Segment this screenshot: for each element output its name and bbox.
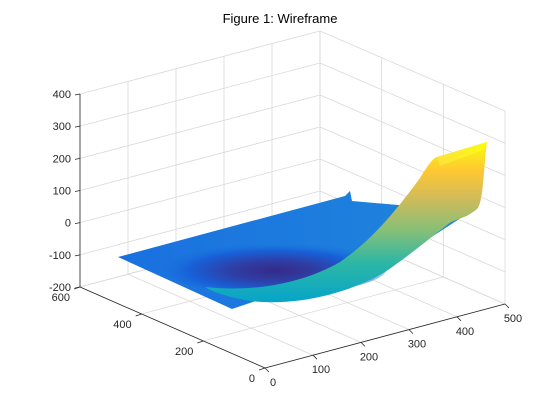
grid-line-y — [203, 276, 444, 342]
x-tick-label: 200 — [360, 351, 378, 363]
grid-line-z — [79, 62, 321, 127]
y-tick-label: 600 — [52, 292, 70, 304]
axes-box — [73, 30, 510, 373]
x-tick-mark — [264, 367, 270, 373]
z-tick-mark — [74, 93, 81, 96]
grid-line-z — [319, 30, 506, 112]
z-tick-label: 0 — [65, 218, 71, 230]
y-axis-line — [79, 286, 266, 369]
x-tick-label: 0 — [270, 377, 276, 389]
z-tick-label: 300 — [53, 121, 71, 133]
x-tick-label: 100 — [312, 364, 330, 376]
grid-line-z — [319, 62, 506, 144]
y-tick-mark — [73, 286, 81, 290]
z-tick-mark — [74, 190, 81, 192]
z-tick-label: -100 — [49, 250, 71, 262]
x-tick-mark — [312, 354, 318, 360]
y-tick-mark — [258, 367, 266, 371]
grid-line-z — [79, 94, 321, 159]
z-tick-label: -200 — [49, 282, 71, 294]
grid-line-z — [79, 126, 321, 191]
x-tick-mark — [360, 342, 366, 347]
axis-lines — [73, 93, 510, 373]
z-axis-ticks: -200 -100 0 100 200 300 400 — [49, 89, 71, 294]
z-tick-mark — [74, 222, 81, 225]
grid-line-z — [79, 158, 321, 224]
x-axis-ticks: 0 100 200 300 400 500 — [270, 313, 522, 389]
surface-plot — [118, 142, 487, 309]
grid-line-z — [79, 30, 321, 95]
grid-line-x — [127, 273, 314, 356]
y-tick-label: 0 — [249, 373, 255, 385]
z-tick-mark — [74, 157, 81, 160]
x-tick-mark — [408, 329, 414, 334]
y-tick-label: 400 — [113, 319, 131, 331]
surface-ridge-top — [437, 142, 487, 166]
x-tick-mark — [456, 316, 462, 322]
z-tick-label: 400 — [53, 89, 71, 101]
x-tick-mark — [504, 303, 510, 309]
x-tick-label: 300 — [408, 339, 426, 351]
x-axis-line — [264, 303, 506, 369]
grid-line-z — [79, 190, 321, 256]
x-tick-label: 500 — [504, 313, 522, 325]
z-tick-mark — [74, 125, 81, 128]
z-tick-label: 200 — [53, 153, 71, 165]
x-tick-label: 400 — [456, 326, 474, 338]
y-tick-mark — [135, 313, 142, 317]
chart-title: Figure 1: Wireframe — [223, 11, 338, 26]
z-tick-label: 100 — [53, 186, 71, 198]
y-tick-label: 200 — [175, 346, 193, 358]
z-tick-mark — [74, 254, 81, 257]
y-axis-ticks: 0 200 400 600 — [52, 292, 255, 385]
y-tick-mark — [197, 340, 204, 344]
